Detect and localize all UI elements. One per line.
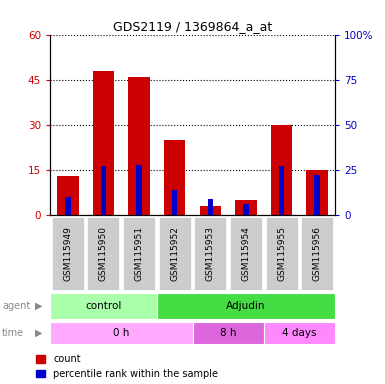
FancyBboxPatch shape (194, 217, 226, 290)
Bar (136, 164, 142, 215)
Bar (264, 322, 335, 344)
Text: GSM115955: GSM115955 (277, 226, 286, 281)
Bar (101, 166, 106, 215)
FancyBboxPatch shape (159, 217, 191, 290)
Text: agent: agent (2, 301, 30, 311)
Text: 0 h: 0 h (113, 328, 129, 338)
Text: 8 h: 8 h (220, 328, 236, 338)
Text: GSM115956: GSM115956 (313, 226, 321, 281)
Bar (208, 199, 213, 215)
Text: 4 days: 4 days (282, 328, 316, 338)
Text: ▶: ▶ (35, 328, 43, 338)
FancyBboxPatch shape (230, 217, 262, 290)
FancyBboxPatch shape (52, 217, 84, 290)
Title: GDS2119 / 1369864_a_at: GDS2119 / 1369864_a_at (113, 20, 272, 33)
Bar (50, 322, 192, 344)
Bar (57, 176, 79, 215)
Text: GSM115953: GSM115953 (206, 226, 215, 281)
Text: ▶: ▶ (35, 301, 43, 311)
Bar (50, 293, 157, 319)
Bar (271, 125, 292, 215)
Bar (65, 197, 70, 215)
Text: GSM115950: GSM115950 (99, 226, 108, 281)
Bar (164, 140, 186, 215)
Text: GSM115949: GSM115949 (64, 226, 72, 281)
Legend: count, percentile rank within the sample: count, percentile rank within the sample (36, 354, 218, 379)
Bar (199, 206, 221, 215)
FancyBboxPatch shape (301, 217, 333, 290)
Text: Adjudin: Adjudin (226, 301, 266, 311)
Bar (315, 175, 320, 215)
Bar (157, 293, 335, 319)
Bar (235, 200, 257, 215)
Text: control: control (85, 301, 122, 311)
FancyBboxPatch shape (266, 217, 298, 290)
Bar (93, 71, 114, 215)
Text: GSM115952: GSM115952 (170, 226, 179, 281)
Bar (243, 204, 249, 215)
Bar (172, 190, 177, 215)
Text: time: time (2, 328, 24, 338)
Text: GSM115951: GSM115951 (135, 226, 144, 281)
Bar (306, 170, 328, 215)
Text: GSM115954: GSM115954 (241, 226, 250, 281)
FancyBboxPatch shape (123, 217, 155, 290)
FancyBboxPatch shape (87, 217, 119, 290)
Bar (192, 322, 264, 344)
Bar (128, 77, 150, 215)
Bar (279, 166, 284, 215)
